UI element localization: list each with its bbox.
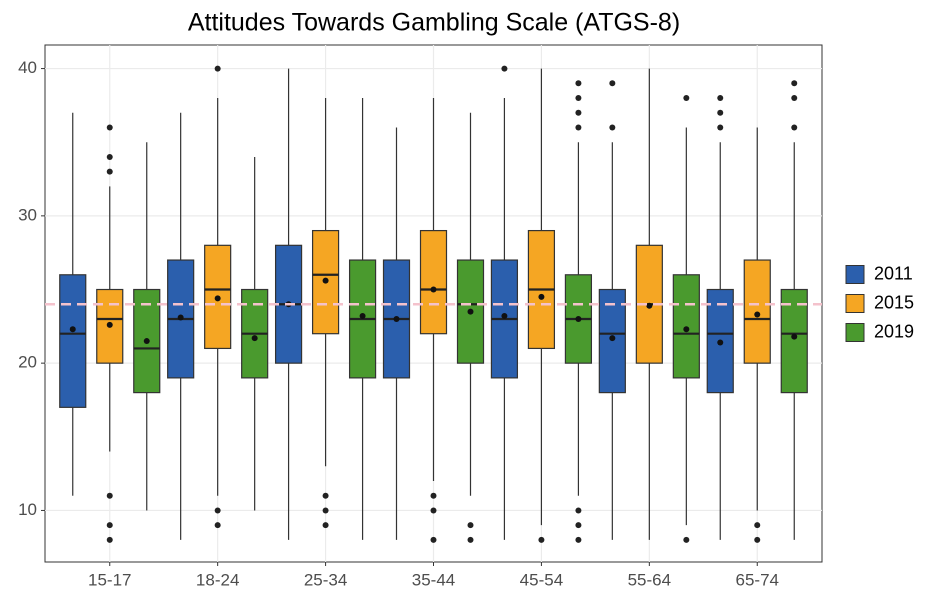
mean-point bbox=[251, 335, 258, 342]
mean-point bbox=[791, 333, 798, 340]
box bbox=[133, 288, 161, 394]
outlier bbox=[467, 536, 474, 543]
outlier bbox=[575, 536, 582, 543]
box bbox=[59, 274, 87, 408]
outlier bbox=[791, 124, 798, 131]
outlier bbox=[683, 536, 690, 543]
box bbox=[456, 259, 485, 364]
outlier bbox=[322, 522, 329, 529]
box bbox=[419, 229, 448, 335]
outlier bbox=[609, 80, 616, 87]
y-tick-label: 10 bbox=[18, 500, 37, 519]
legend-label: 2019 bbox=[874, 321, 914, 341]
outlier bbox=[717, 124, 724, 131]
outlier bbox=[717, 109, 724, 116]
outlier bbox=[106, 124, 113, 131]
box bbox=[780, 288, 808, 394]
outlier bbox=[754, 522, 761, 529]
outlier bbox=[754, 536, 761, 543]
outlier bbox=[106, 522, 113, 529]
outlier bbox=[538, 536, 545, 543]
legend-swatch bbox=[845, 294, 865, 313]
outlier bbox=[609, 124, 616, 131]
outlier bbox=[430, 492, 437, 499]
outlier bbox=[322, 507, 329, 514]
mean-point bbox=[501, 313, 508, 320]
mean-point bbox=[143, 338, 150, 345]
outlier bbox=[430, 536, 437, 543]
x-tick-label: 55-64 bbox=[628, 570, 671, 589]
outlier bbox=[467, 522, 474, 529]
mean-point bbox=[609, 335, 616, 342]
outlier bbox=[683, 95, 690, 102]
x-tick-label: 18-24 bbox=[196, 570, 239, 589]
outlier bbox=[575, 80, 582, 87]
outlier bbox=[430, 507, 437, 514]
x-tick-label: 45-54 bbox=[520, 570, 563, 589]
mean-point bbox=[177, 314, 184, 321]
y-tick-label: 20 bbox=[18, 353, 37, 372]
mean-point bbox=[106, 321, 113, 328]
mean-point bbox=[575, 315, 582, 322]
outlier bbox=[575, 124, 582, 131]
plot-layer bbox=[45, 45, 822, 562]
mean-point bbox=[683, 326, 690, 333]
outlier bbox=[214, 507, 221, 514]
outlier bbox=[575, 95, 582, 102]
mean-point bbox=[646, 302, 653, 309]
y-tick-label: 30 bbox=[18, 205, 37, 224]
mean-point bbox=[359, 313, 366, 320]
outlier bbox=[791, 95, 798, 102]
outlier bbox=[106, 153, 113, 160]
mean-point bbox=[322, 277, 329, 284]
outlier bbox=[717, 95, 724, 102]
mean-point bbox=[754, 311, 761, 318]
mean-point bbox=[467, 308, 474, 315]
outlier bbox=[501, 65, 508, 72]
chart-title: Attitudes Towards Gambling Scale (ATGS-8… bbox=[188, 9, 680, 37]
mean-point bbox=[538, 293, 545, 300]
y-tick-label: 40 bbox=[18, 58, 37, 77]
outlier bbox=[106, 168, 113, 175]
mean-point bbox=[430, 286, 437, 293]
x-tick-label: 25-34 bbox=[304, 570, 347, 589]
legend-label: 2015 bbox=[874, 292, 914, 312]
mean-point bbox=[393, 315, 400, 322]
outlier bbox=[106, 536, 113, 543]
outlier bbox=[214, 522, 221, 529]
x-tick-label: 65-74 bbox=[736, 570, 779, 589]
outlier bbox=[106, 492, 113, 499]
outlier bbox=[575, 507, 582, 514]
mean-point bbox=[69, 326, 76, 333]
x-tick-label: 35-44 bbox=[412, 570, 455, 589]
outlier bbox=[791, 80, 798, 87]
outlier bbox=[214, 65, 221, 72]
mean-point bbox=[717, 339, 724, 346]
outlier bbox=[575, 522, 582, 529]
legend-label: 2011 bbox=[874, 263, 913, 283]
legend-swatch bbox=[845, 265, 865, 284]
x-tick-label: 15-17 bbox=[88, 570, 131, 589]
outlier bbox=[322, 492, 329, 499]
outlier bbox=[575, 109, 582, 116]
mean-point bbox=[214, 295, 221, 302]
legend-swatch bbox=[845, 323, 865, 342]
